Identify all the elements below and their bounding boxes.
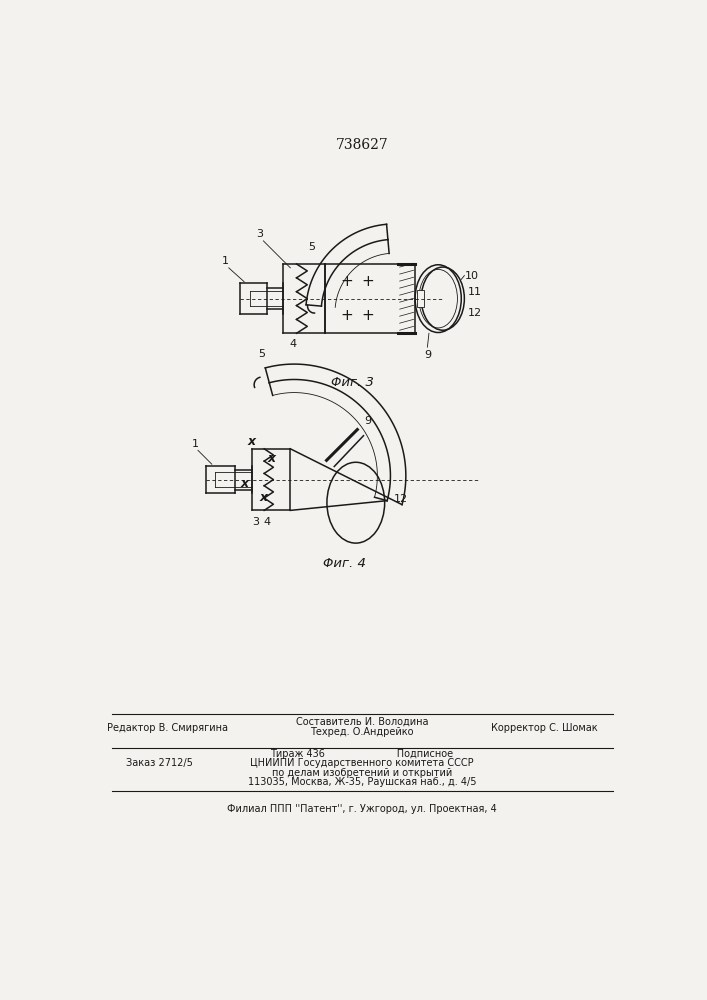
Text: 11: 11	[467, 287, 481, 297]
Text: по делам изобретений и открытий: по делам изобретений и открытий	[271, 768, 452, 778]
Text: 5: 5	[258, 349, 265, 359]
Text: x: x	[259, 491, 267, 504]
Text: 3: 3	[256, 229, 263, 239]
Text: 113035, Москва, Ж-35, Раушская наб., д. 4/5: 113035, Москва, Ж-35, Раушская наб., д. …	[247, 777, 477, 787]
Text: 1: 1	[192, 439, 199, 449]
Text: x: x	[267, 452, 275, 465]
Text: 12: 12	[467, 308, 481, 318]
Text: 4: 4	[290, 339, 297, 349]
Text: x: x	[247, 435, 256, 448]
Text: +: +	[361, 308, 374, 323]
Text: +: +	[361, 274, 374, 289]
Text: 4: 4	[264, 517, 271, 527]
Text: Заказ 2712/5: Заказ 2712/5	[126, 758, 193, 768]
Text: Составитель И. Володина: Составитель И. Володина	[296, 717, 428, 727]
Text: Φиг. 3: Φиг. 3	[330, 376, 373, 389]
Text: x: x	[240, 477, 248, 490]
Text: 3: 3	[252, 517, 259, 527]
Text: 12: 12	[395, 494, 409, 504]
Text: 5: 5	[308, 242, 315, 252]
Text: 738627: 738627	[336, 138, 388, 152]
Text: Корректор С. Шомак: Корректор С. Шомак	[491, 723, 597, 733]
Bar	[416, 290, 424, 307]
Text: Тираж 436                       Подписное: Тираж 436 Подписное	[270, 749, 453, 759]
Text: 10: 10	[465, 271, 479, 281]
Text: Φиг. 4: Φиг. 4	[323, 557, 366, 570]
Text: 9: 9	[423, 350, 431, 360]
Text: 9: 9	[364, 416, 371, 426]
Text: ЦНИИПИ Государственного комитета СССР: ЦНИИПИ Государственного комитета СССР	[250, 758, 474, 768]
Text: Редактор В. Смирягина: Редактор В. Смирягина	[107, 723, 228, 733]
Text: +: +	[340, 274, 353, 289]
Text: +: +	[340, 308, 353, 323]
Text: Филиал ППП ''Патент'', г. Ужгород, ул. Проектная, 4: Филиал ППП ''Патент'', г. Ужгород, ул. П…	[227, 804, 497, 814]
Text: 1: 1	[221, 256, 228, 266]
Text: Техред. О.Андрейко: Техред. О.Андрейко	[310, 727, 414, 737]
